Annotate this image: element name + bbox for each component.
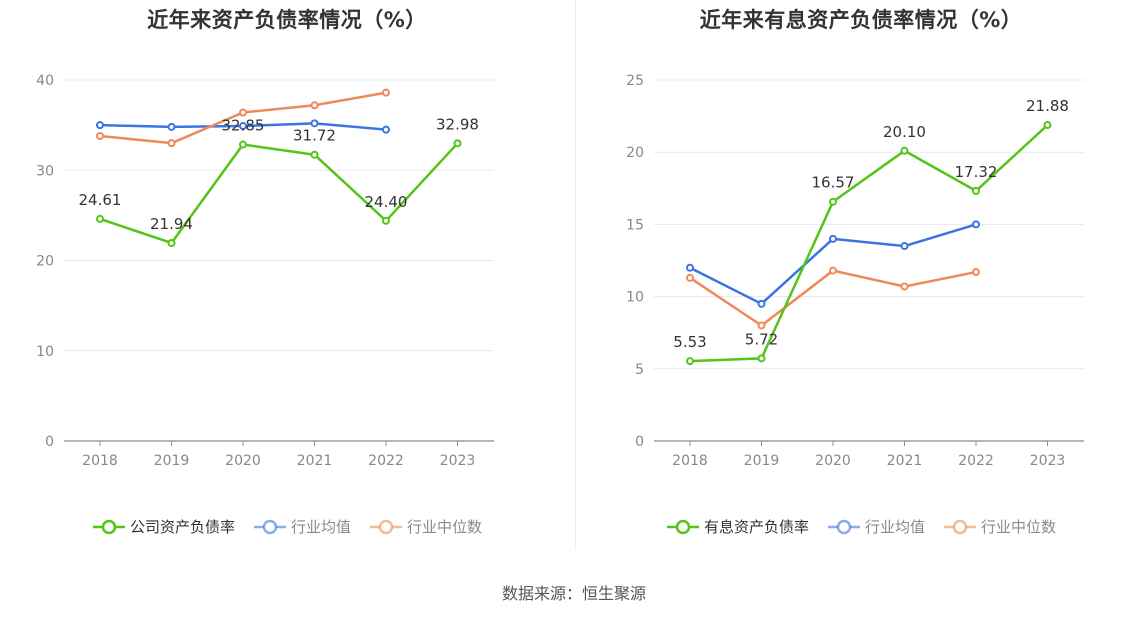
data-label: 31.72 xyxy=(293,127,336,145)
data-label: 5.72 xyxy=(745,330,778,348)
data-label: 32.85 xyxy=(222,117,265,135)
y-tick-label: 0 xyxy=(45,434,54,450)
line-chart-interest-debt-ratio: 0 5 10 15 20 25 2018 2019 2020 2021 2022 2023 5.53 5.… xyxy=(626,73,1084,469)
data-point[interactable] xyxy=(757,354,766,363)
y-tick-label: 15 xyxy=(626,217,644,233)
legend-item[interactable]: 行业均值 xyxy=(253,516,351,537)
data-point[interactable] xyxy=(382,216,390,225)
legend-item[interactable]: 行业中位数 xyxy=(369,516,482,537)
data-point[interactable] xyxy=(382,88,390,97)
data-point[interactable] xyxy=(239,140,247,149)
data-point[interactable] xyxy=(310,119,319,128)
y-tick-label: 10 xyxy=(626,290,644,306)
data-label: 24.61 xyxy=(79,191,122,209)
legend-label: 有息资产负债率 xyxy=(703,518,809,536)
x-tick-label: 2019 xyxy=(154,453,190,469)
data-point[interactable] xyxy=(96,214,104,223)
y-tick-label: 40 xyxy=(36,73,54,89)
data-point[interactable] xyxy=(239,122,247,131)
x-tick-label: 2021 xyxy=(297,453,333,469)
data-point[interactable] xyxy=(167,122,176,131)
data-point[interactable] xyxy=(96,131,104,140)
y-tick-label: 0 xyxy=(635,434,644,450)
data-label: 21.94 xyxy=(150,215,193,233)
data-point[interactable] xyxy=(239,108,247,117)
legend-label: 行业均值 xyxy=(290,518,351,536)
data-point[interactable] xyxy=(167,139,176,148)
data-point[interactable] xyxy=(686,357,694,366)
x-tick-label: 2019 xyxy=(744,453,780,469)
legend-label: 行业中位数 xyxy=(981,518,1057,536)
data-label: 24.40 xyxy=(365,193,408,211)
data-point[interactable] xyxy=(972,186,980,195)
data-point[interactable] xyxy=(900,282,909,291)
chart-panel-debt-ratio: 近年来资产负债率情况（%） 0 10 20 30 40 2018 2019 2020 2021 2… xyxy=(0,0,574,555)
data-label: 16.57 xyxy=(812,174,855,192)
data-point[interactable] xyxy=(972,220,980,229)
legend-item[interactable]: 公司资产负债率 xyxy=(92,516,235,537)
data-point[interactable] xyxy=(310,150,319,159)
line-chart-debt-ratio: 0 10 20 30 40 2018 2019 2020 2021 2022 2023 24.61 21… xyxy=(36,73,494,469)
data-point[interactable] xyxy=(686,273,694,282)
chart-title: 近年来资产负债率情况（%） xyxy=(147,8,427,32)
x-tick-label: 2023 xyxy=(440,453,476,469)
y-tick-label: 25 xyxy=(626,73,644,89)
y-tick-label: 20 xyxy=(626,145,644,161)
panel-divider xyxy=(575,0,576,550)
data-point[interactable] xyxy=(829,234,837,243)
data-label: 21.88 xyxy=(1026,97,1069,115)
series-line xyxy=(689,269,977,327)
data-point[interactable] xyxy=(453,139,462,148)
data-point[interactable] xyxy=(1043,121,1052,130)
y-tick-label: 30 xyxy=(36,163,54,179)
x-tick-label: 2018 xyxy=(672,453,708,469)
data-label: 20.10 xyxy=(883,123,926,141)
data-point[interactable] xyxy=(972,268,980,277)
chart-legend: 有息资产负债率 行业均值 行业中位数 xyxy=(574,516,1148,537)
legend-line-marker-icon xyxy=(827,519,860,534)
data-label: 17.32 xyxy=(955,163,998,181)
x-tick-label: 2022 xyxy=(368,453,404,469)
chart-legend: 公司资产负债率 行业均值 行业中位数 xyxy=(0,516,574,537)
x-tick-label: 2020 xyxy=(225,453,261,469)
data-point[interactable] xyxy=(757,321,766,330)
x-tick-label: 2018 xyxy=(82,453,118,469)
data-point[interactable] xyxy=(900,242,909,251)
y-tick-label: 20 xyxy=(36,254,54,270)
legend-line-marker-icon xyxy=(370,519,402,534)
data-point[interactable] xyxy=(382,125,390,134)
legend-label: 公司资产负债率 xyxy=(129,518,235,536)
data-point[interactable] xyxy=(829,266,837,275)
x-tick-label: 2023 xyxy=(1030,453,1066,469)
data-point[interactable] xyxy=(900,146,909,155)
legend-item[interactable]: 有息资产负债率 xyxy=(666,516,809,537)
x-tick-label: 2020 xyxy=(815,453,851,469)
series-line xyxy=(99,142,459,245)
data-source-note: 数据来源：恒生聚源 xyxy=(501,584,646,603)
data-point[interactable] xyxy=(757,299,766,308)
legend-line-marker-icon xyxy=(253,519,286,534)
legend-label: 行业均值 xyxy=(864,518,925,536)
legend-item[interactable]: 行业均值 xyxy=(827,516,925,537)
chart-panel-interest-debt-ratio: 近年来有息资产负债率情况（%） 0 5 10 15 20 25 2018 2019 2020 20… xyxy=(574,0,1148,555)
y-tick-label: 10 xyxy=(36,344,54,360)
data-point[interactable] xyxy=(310,101,319,110)
series-line xyxy=(689,124,1049,363)
legend-label: 行业中位数 xyxy=(407,518,483,536)
legend-line-marker-icon xyxy=(92,519,125,534)
chart-title: 近年来有息资产负债率情况（%） xyxy=(699,8,1023,32)
data-point[interactable] xyxy=(829,197,837,206)
x-tick-label: 2022 xyxy=(958,453,994,469)
data-label: 32.98 xyxy=(436,115,479,133)
data-label: 5.53 xyxy=(673,333,706,351)
x-tick-label: 2021 xyxy=(887,453,923,469)
legend-line-marker-icon xyxy=(944,519,976,534)
data-point[interactable] xyxy=(96,121,104,130)
data-point[interactable] xyxy=(686,263,694,272)
y-tick-label: 5 xyxy=(635,362,644,378)
legend-item[interactable]: 行业中位数 xyxy=(943,516,1056,537)
data-point[interactable] xyxy=(167,238,176,247)
legend-line-marker-icon xyxy=(666,519,699,534)
